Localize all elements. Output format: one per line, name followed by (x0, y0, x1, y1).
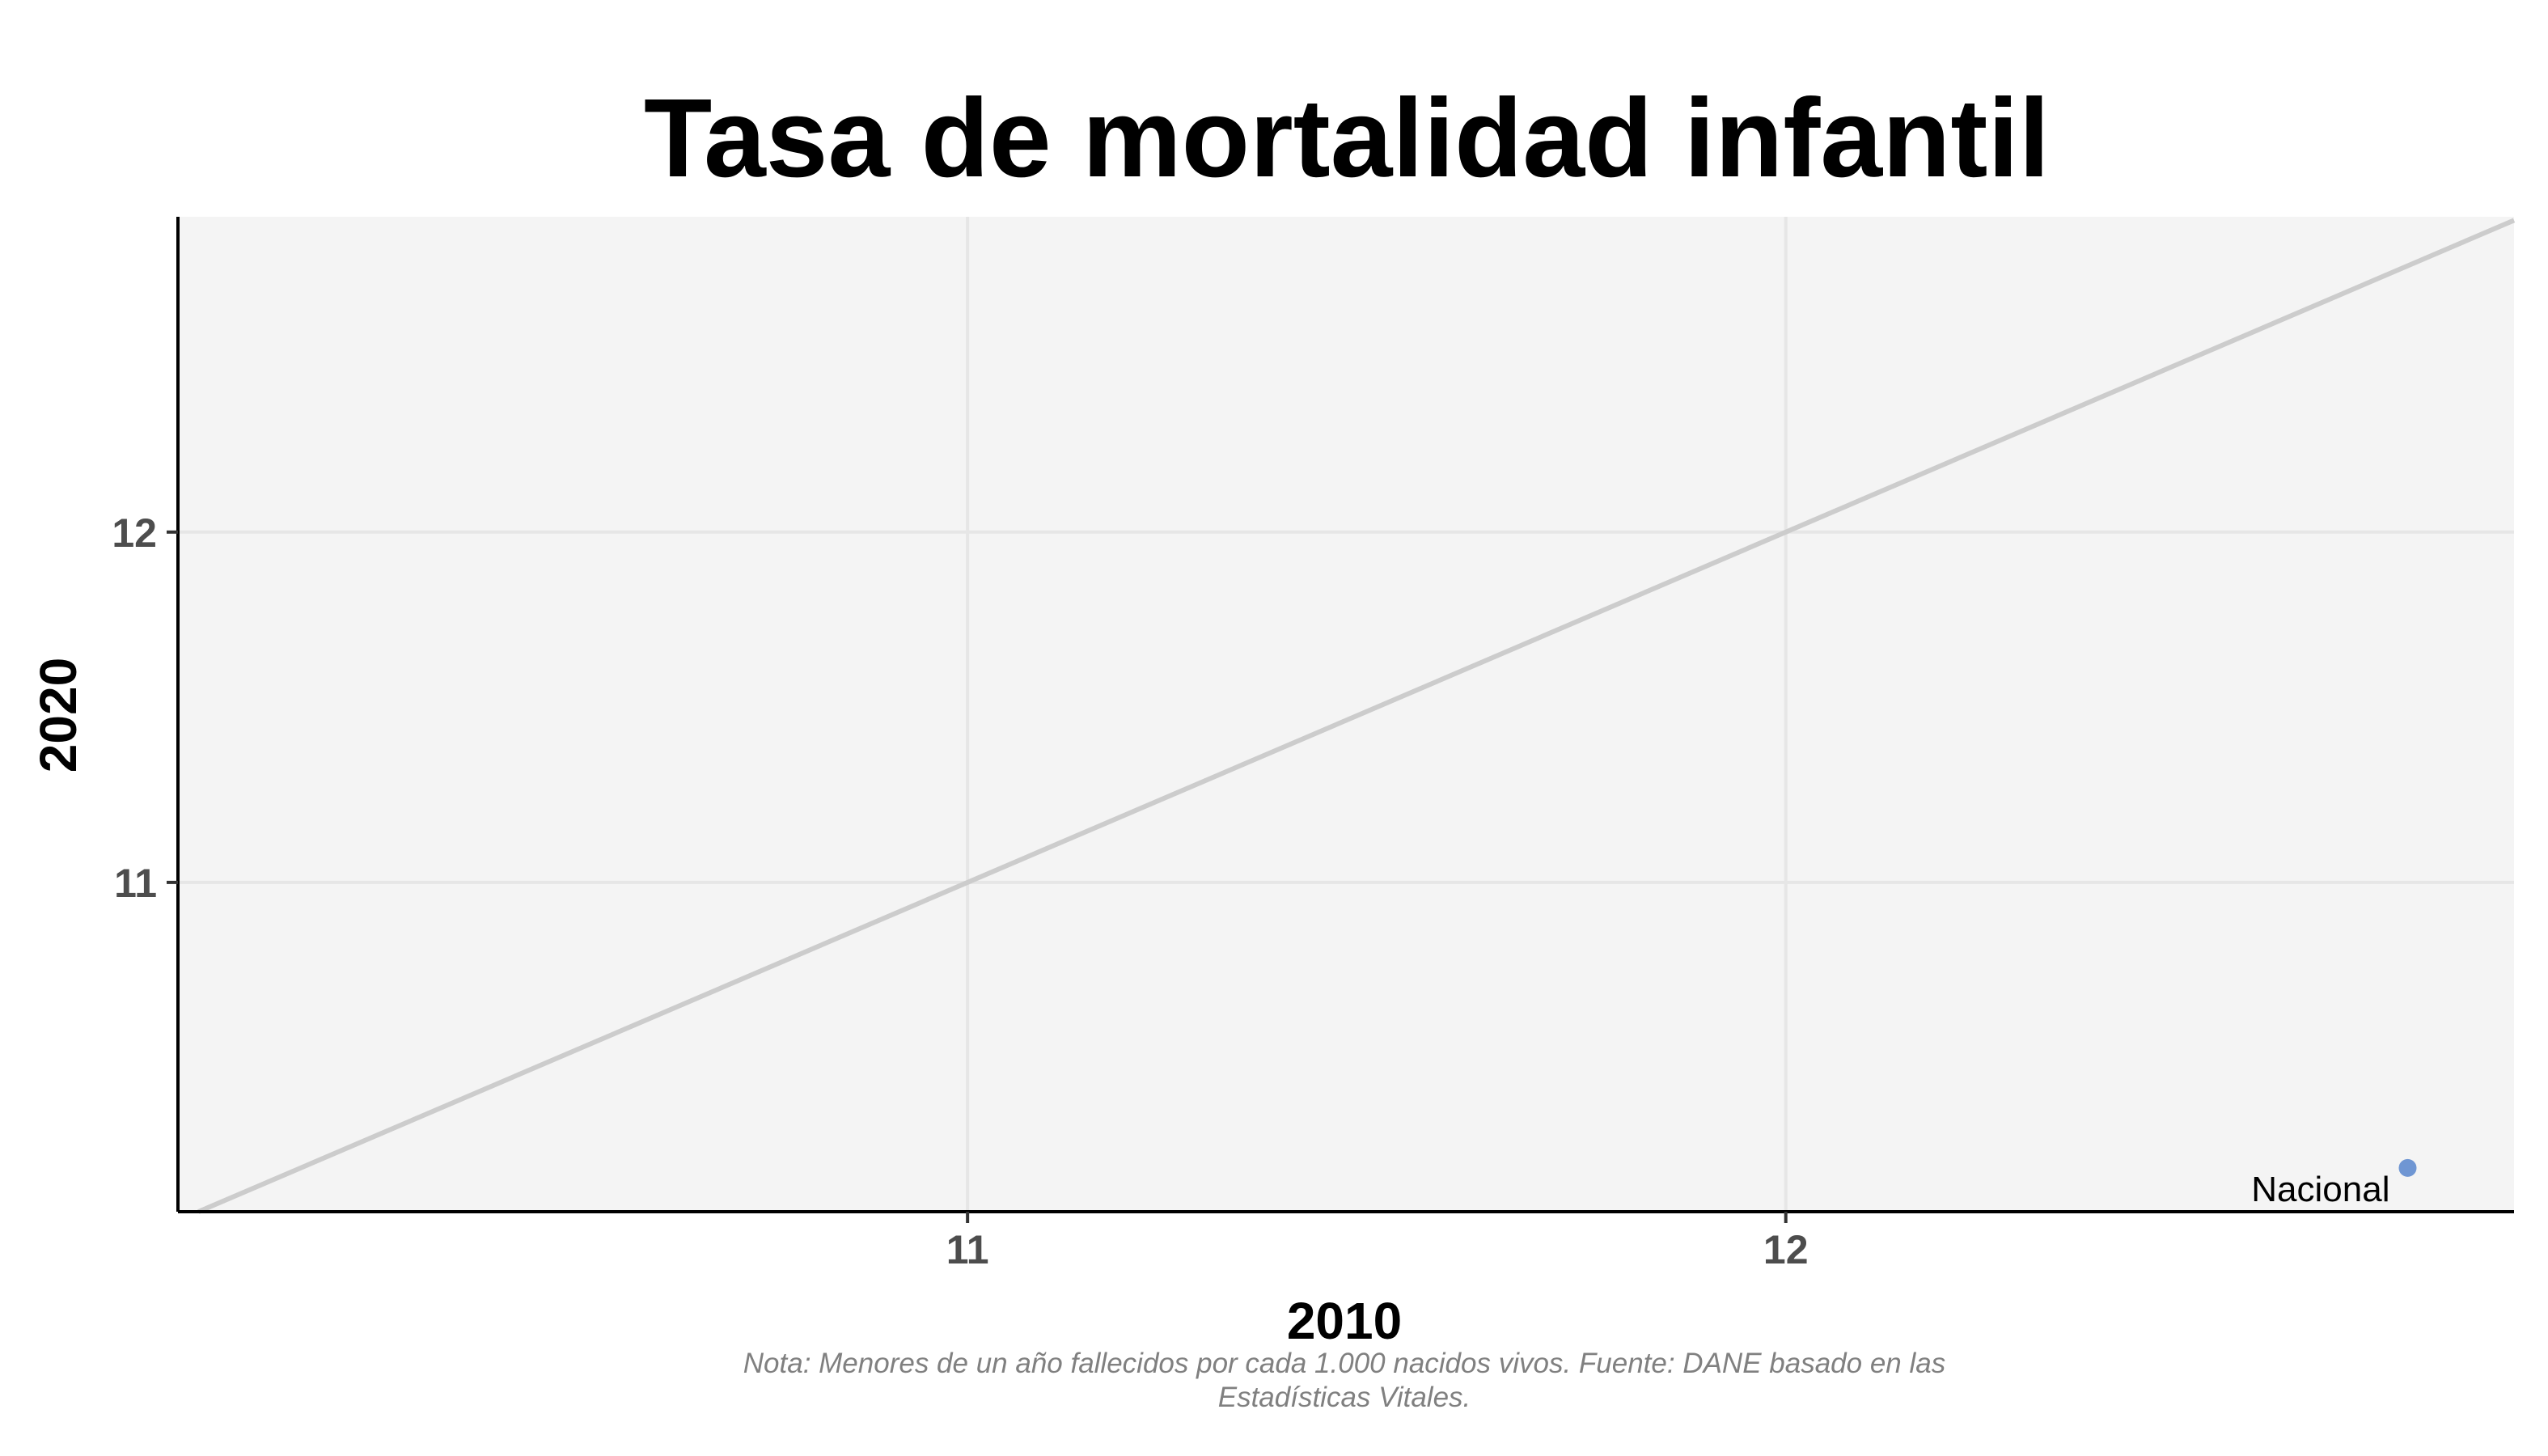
axis-ticks: 11 12 11 12 (112, 510, 1808, 1272)
x-tick-label: 11 (946, 1227, 989, 1272)
x-axis-title: 2010 (1287, 1292, 1402, 1350)
y-tick-label: 12 (112, 510, 157, 556)
gridlines (178, 217, 2514, 1212)
chart-title: Tasa de mortalidad infantil (644, 76, 2050, 201)
point-label: Nacional (2251, 1170, 2389, 1209)
reference-line (197, 218, 2516, 1214)
caption-line-2: Estadísticas Vitales. (1218, 1382, 1471, 1413)
plot-panel (178, 217, 2514, 1212)
data-points: Nacional (2251, 1158, 2417, 1209)
y-axis-title: 2020 (29, 658, 87, 772)
caption-line-1: Nota: Menores de un año fallecidos por c… (743, 1348, 1945, 1379)
data-point (2398, 1158, 2417, 1177)
y-tick-label: 11 (114, 861, 157, 906)
x-tick-label: 12 (1763, 1227, 1809, 1272)
